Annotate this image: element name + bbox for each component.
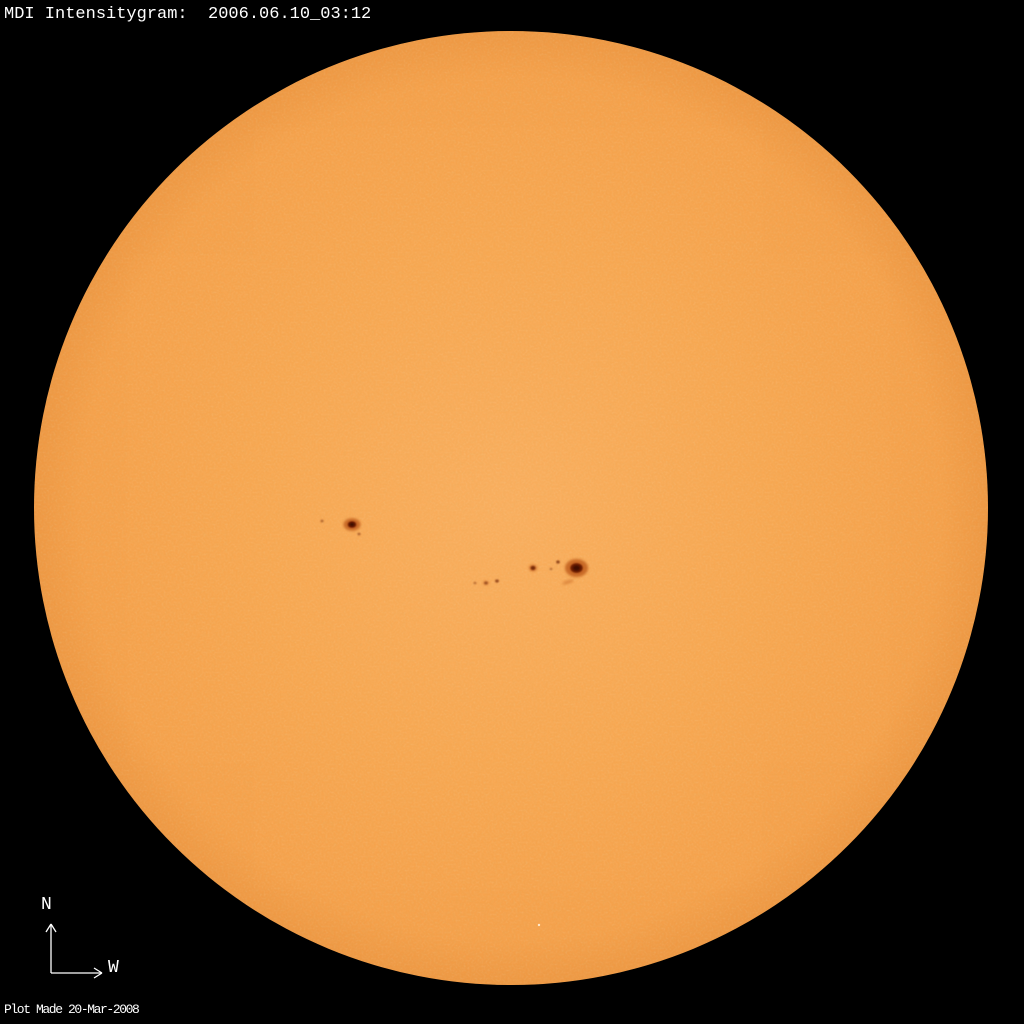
compass-west-label: W — [108, 958, 119, 978]
sunspot — [343, 518, 361, 531]
sunspot — [483, 580, 489, 586]
sunspot — [320, 519, 324, 523]
plot-made-caption: Plot Made 20-Mar-2008 — [4, 1002, 140, 1017]
compass-arrows-icon — [45, 923, 103, 979]
sunspot — [529, 564, 537, 572]
plot-title: MDI Intensitygram: 2006.06.10_03:12 — [4, 5, 372, 24]
sunspot — [473, 581, 477, 585]
bright-point — [537, 923, 541, 927]
sunspot-group — [320, 518, 588, 586]
sunspot — [357, 532, 361, 536]
sunspot — [495, 579, 499, 583]
sunspot — [562, 579, 574, 585]
compass-north-label: N — [41, 895, 52, 915]
sunspot — [565, 559, 588, 577]
sunspot — [556, 560, 560, 564]
sunspot — [549, 567, 553, 571]
